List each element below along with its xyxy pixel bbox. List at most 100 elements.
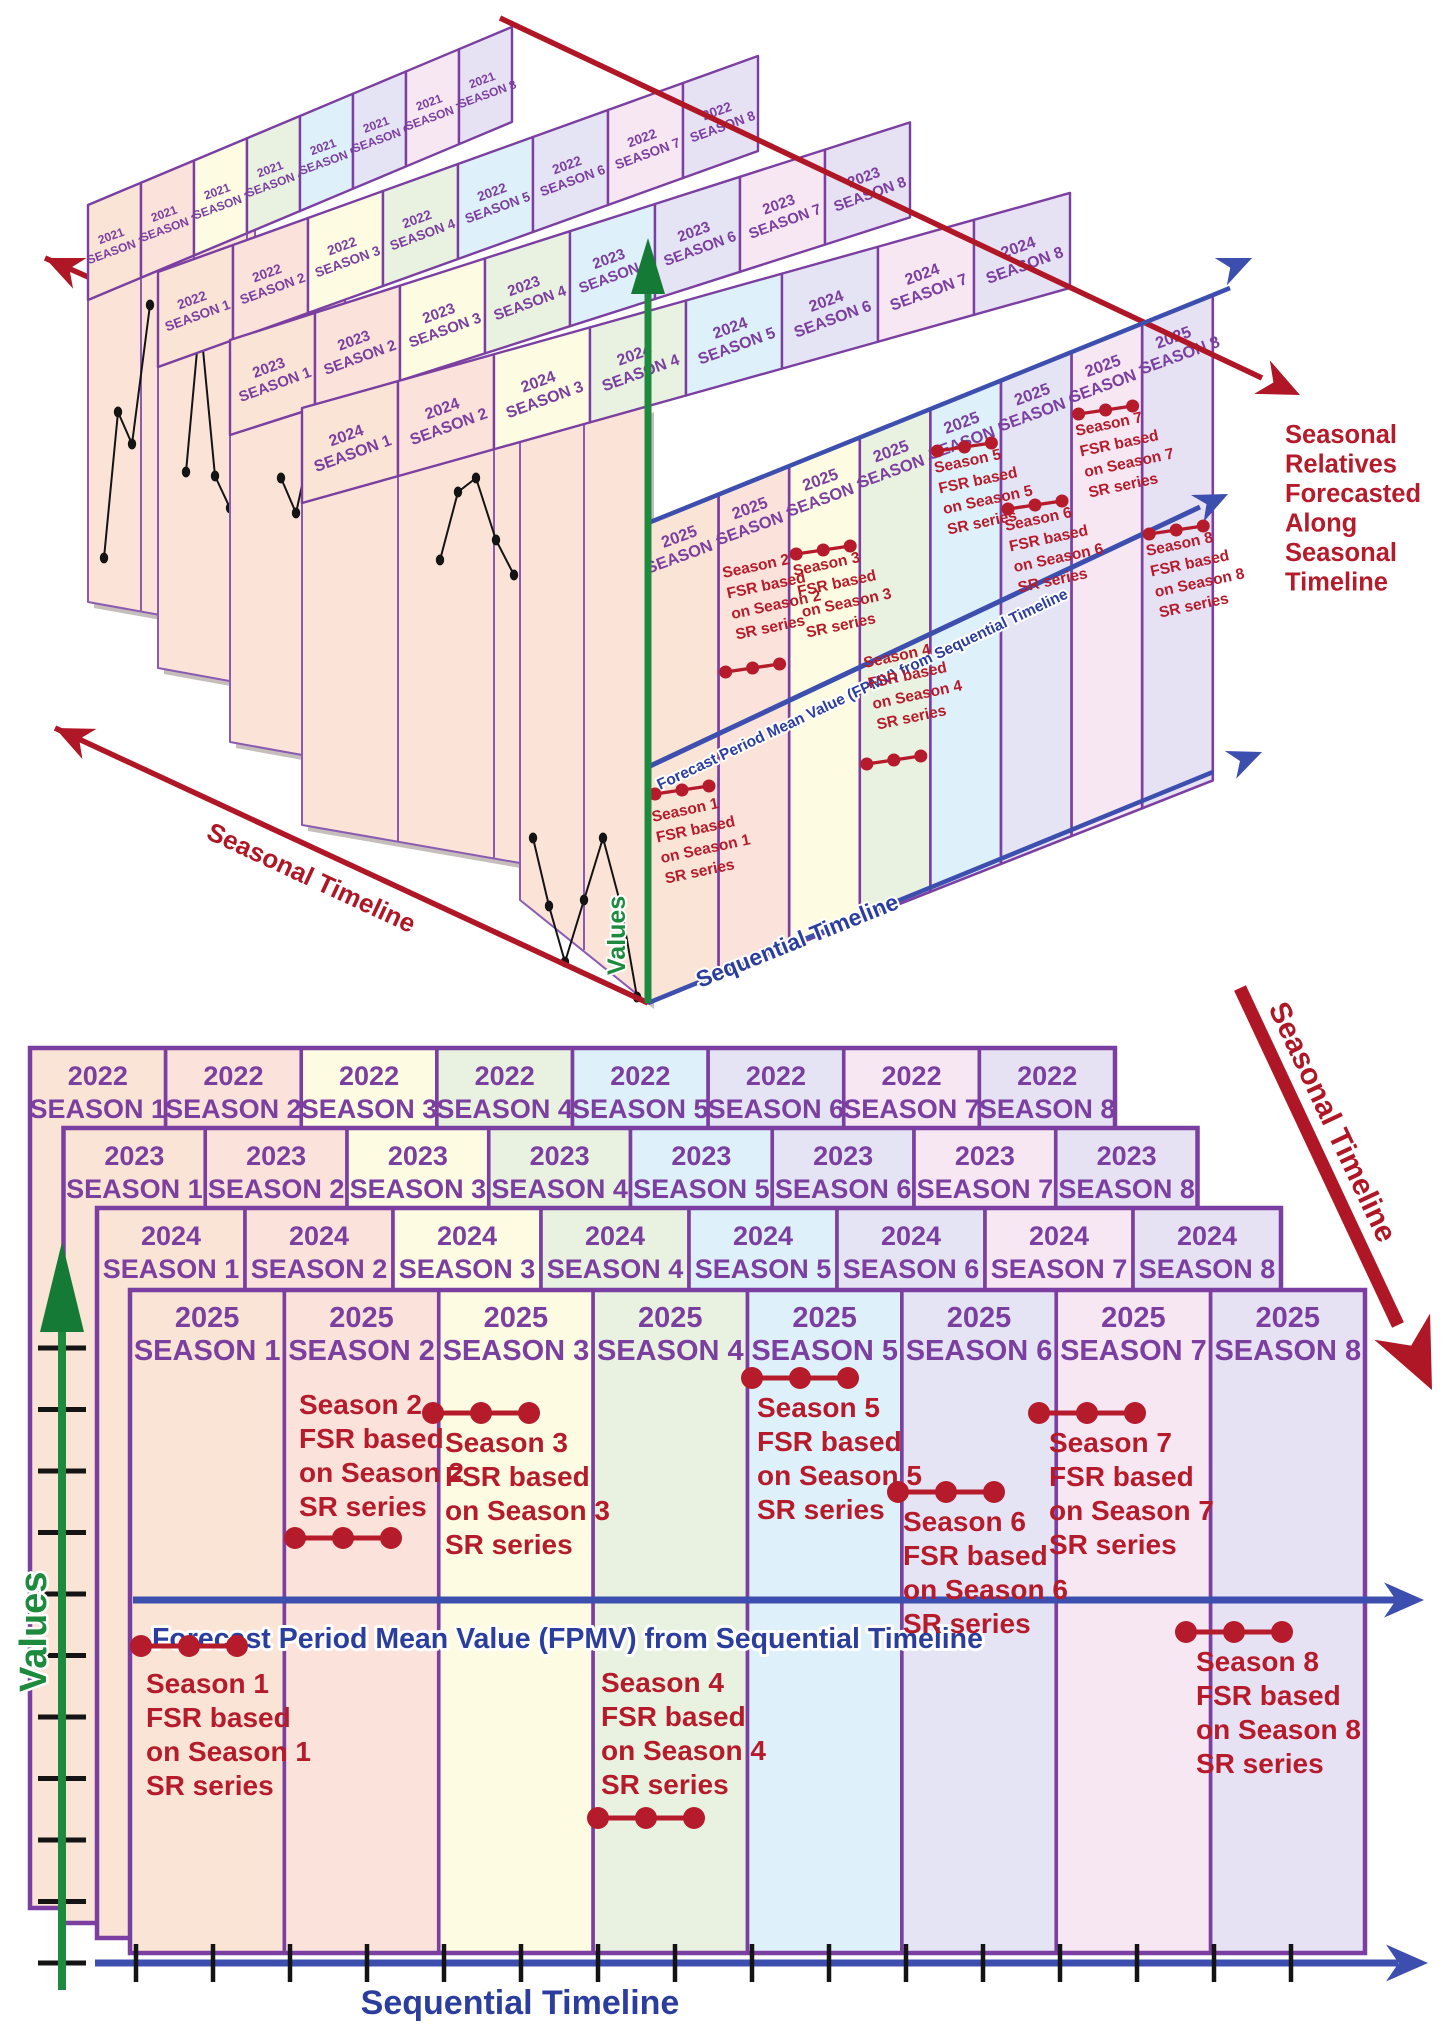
arrowhead-icon — [1384, 1582, 1424, 1618]
fsr-series-dot — [1028, 1402, 1050, 1424]
sr-series-line — [103, 304, 151, 559]
sr-series-dot — [210, 470, 220, 482]
values-arrowhead-icon — [631, 238, 665, 294]
fsr-series-dot — [648, 787, 662, 801]
fsr-series-dot — [789, 547, 803, 561]
sr-series-dot — [471, 472, 481, 484]
curtain-panel — [301, 440, 521, 864]
fsr-series-dumbbell — [1072, 399, 1140, 421]
sr-series-dot — [99, 552, 109, 564]
fsr-series-dot — [1142, 527, 1156, 541]
side-note: Seasonal Relatives Forecasted Along Seasonal… — [1285, 421, 1421, 597]
sequential-timeline-axis: Sequential Timeline — [95, 1944, 1428, 2022]
fsr-series-dot — [178, 1635, 200, 1657]
sr-series-dot — [616, 900, 626, 912]
seasonal-axis-front — [498, 15, 1300, 395]
arrowhead-icon — [1224, 750, 1262, 779]
line — [647, 292, 1214, 526]
fsr-series-dot — [284, 1527, 306, 1549]
season-cell — [457, 25, 514, 146]
sequential-axis-top — [647, 257, 1252, 526]
sequential-timeline-label: Sequential Timeline — [361, 1984, 680, 2022]
values-axis-label: Values — [13, 1572, 55, 1692]
fsr-series-dumbbell — [1142, 519, 1210, 541]
values-axis: Values — [601, 238, 665, 1003]
fsr-series-dot — [1028, 498, 1042, 512]
fsr-series-dot — [1169, 523, 1183, 537]
fsr-series-dot — [860, 757, 874, 771]
sr-series-dot — [579, 894, 589, 906]
fsr-series-dumbbell — [422, 1402, 540, 1424]
fsr-series-dumbbell — [1028, 1402, 1146, 1424]
fsr-series-dot — [683, 1807, 705, 1829]
fsr-series-dot — [1099, 403, 1113, 417]
line — [646, 504, 1202, 770]
season-cell — [823, 121, 912, 246]
arrowhead-icon — [1190, 494, 1228, 523]
line — [53, 725, 650, 1006]
season-cell — [436, 1288, 595, 1955]
fsr-series-dot — [332, 1527, 354, 1549]
values-axis: Values — [11, 1242, 86, 1990]
fsr-series-dumbbell — [887, 1481, 1005, 1503]
line — [1212, 285, 1231, 298]
sr-series — [99, 299, 155, 564]
fsr-series-dot — [518, 1402, 540, 1424]
fpmv-label: Forecast Period Mean Value (FPMV) from S… — [152, 1623, 983, 1655]
sr-series-dot — [598, 832, 608, 844]
fsr-series-dot — [226, 1635, 248, 1657]
fsr-series-dot — [1072, 407, 1086, 421]
fsr-series-dumbbell — [130, 1635, 248, 1657]
fsr-series-dot — [1175, 1621, 1197, 1643]
fsr-series-dot — [1126, 399, 1140, 413]
values-axis-label: Values — [603, 896, 631, 975]
sr-series-dot — [491, 534, 501, 546]
fsr-series-dot — [983, 1481, 1005, 1503]
arrowhead-icon — [55, 728, 97, 760]
fsr-series-dumbbell — [648, 779, 716, 801]
fsr-series-dot — [380, 1527, 402, 1549]
arrowhead-icon — [1374, 1313, 1432, 1390]
fsr-series-dot — [1223, 1621, 1245, 1643]
arrowhead-icon — [1214, 257, 1252, 286]
season-cell — [745, 1288, 904, 1955]
line — [498, 15, 1264, 381]
fsr-series-dot — [837, 1367, 859, 1389]
fsr-series-dot — [422, 1402, 444, 1424]
sr-series-dot — [145, 299, 155, 311]
fsr-series-dumbbell — [1001, 494, 1069, 516]
